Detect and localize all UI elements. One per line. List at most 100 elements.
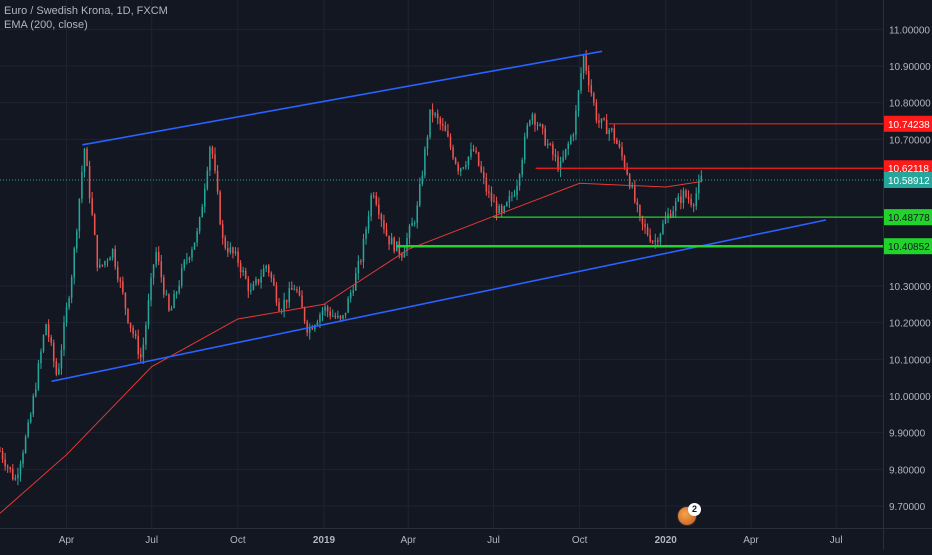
time-tick-label: Apr bbox=[59, 535, 75, 546]
candle-body bbox=[536, 124, 539, 126]
candle-body bbox=[329, 311, 331, 317]
candle-body bbox=[188, 257, 191, 260]
horizontal-levels[interactable] bbox=[0, 123, 883, 248]
candle-body bbox=[416, 205, 418, 223]
candle-body bbox=[180, 268, 183, 286]
candle-body bbox=[283, 299, 285, 311]
candle-body bbox=[426, 137, 429, 149]
price-label-last_price: 10.58912 bbox=[888, 176, 930, 187]
candle-body bbox=[255, 279, 257, 285]
notification-badge[interactable]: 2 bbox=[677, 503, 701, 526]
candle-body bbox=[93, 214, 96, 236]
candle-body bbox=[275, 285, 278, 303]
candle-body bbox=[316, 322, 319, 326]
candle-body bbox=[577, 90, 580, 111]
candle-body bbox=[308, 327, 311, 333]
candle-body bbox=[204, 188, 206, 207]
candle-body bbox=[198, 217, 201, 232]
candle-body bbox=[219, 191, 221, 225]
candle-body bbox=[659, 233, 662, 242]
candle-body bbox=[393, 237, 395, 252]
candle-body bbox=[150, 277, 152, 301]
candle-body bbox=[465, 165, 467, 168]
candle-body bbox=[68, 298, 70, 308]
candle-body bbox=[232, 247, 234, 254]
price-tick-label: 10.10000 bbox=[889, 355, 931, 366]
candle-body bbox=[442, 124, 444, 126]
candle-body bbox=[654, 240, 657, 242]
candle-body bbox=[378, 204, 380, 215]
price-tick-label: 10.70000 bbox=[889, 135, 931, 146]
candle-body bbox=[227, 247, 229, 253]
candle-body bbox=[129, 322, 132, 328]
candle-body bbox=[60, 349, 63, 369]
candle-body bbox=[539, 124, 541, 126]
candle-body bbox=[12, 469, 14, 480]
grid bbox=[0, 0, 883, 528]
candle-body bbox=[687, 196, 690, 200]
candle-body bbox=[488, 191, 490, 193]
indicator-label[interactable]: EMA (200, close) bbox=[4, 19, 88, 31]
candle-body bbox=[493, 201, 495, 203]
candle-body bbox=[65, 307, 68, 323]
candle-body bbox=[334, 315, 337, 318]
price-label-resistance: 10.74238 bbox=[888, 120, 930, 131]
candle-body bbox=[685, 190, 687, 197]
candle-body bbox=[413, 222, 416, 224]
trendlines[interactable] bbox=[51, 50, 827, 383]
candle-body bbox=[109, 257, 111, 261]
candle-body bbox=[37, 363, 40, 390]
candle-body bbox=[347, 298, 349, 313]
candle-body bbox=[321, 310, 324, 315]
candle-body bbox=[421, 175, 424, 185]
candle-body bbox=[242, 270, 244, 273]
price-tick-label: 10.20000 bbox=[889, 319, 931, 330]
symbol-label[interactable]: Euro / Swedish Krona, 1D, FXCM bbox=[4, 5, 168, 17]
candle-body bbox=[452, 147, 454, 159]
candle-body bbox=[96, 235, 99, 268]
candle-body bbox=[278, 302, 280, 312]
candle-body bbox=[664, 218, 667, 224]
candle-body bbox=[634, 185, 636, 202]
price-label-support: 10.48778 bbox=[888, 213, 930, 224]
candle-body bbox=[419, 184, 421, 206]
candle-body bbox=[398, 241, 401, 255]
notification-count: 2 bbox=[688, 503, 701, 516]
candle-body bbox=[193, 242, 196, 250]
candle-body bbox=[621, 146, 623, 157]
candle-body bbox=[140, 354, 142, 358]
candle-body bbox=[636, 201, 639, 206]
candle-body bbox=[580, 73, 582, 91]
candle-body bbox=[296, 289, 298, 291]
candle-body bbox=[434, 113, 436, 116]
candle-body bbox=[401, 254, 403, 258]
candle-body bbox=[605, 119, 608, 134]
candle-body bbox=[459, 168, 462, 172]
candle-body bbox=[119, 279, 122, 282]
candle-body bbox=[155, 251, 157, 265]
candle-body bbox=[114, 248, 116, 267]
candle-body bbox=[582, 55, 585, 74]
candle-body bbox=[152, 264, 155, 278]
candle-body bbox=[552, 144, 554, 155]
candle-body bbox=[355, 273, 357, 291]
candle-body bbox=[475, 150, 477, 153]
candle-body bbox=[644, 224, 646, 228]
candle-body bbox=[385, 228, 388, 236]
candle-body bbox=[99, 264, 101, 268]
candle-body bbox=[262, 268, 265, 277]
candle-body bbox=[649, 234, 651, 242]
candle-body bbox=[250, 289, 252, 292]
time-tick-label: Apr bbox=[743, 535, 759, 546]
candle-body bbox=[24, 436, 27, 453]
candle-body bbox=[91, 198, 93, 215]
candle-body bbox=[291, 288, 293, 290]
candle-body bbox=[244, 270, 247, 279]
candle-body bbox=[564, 148, 567, 158]
time-axis[interactable]: Apr Jul Oct 2019 Apr Jul Oct 2020 Apr Jul bbox=[59, 535, 843, 546]
candle-body bbox=[78, 198, 81, 232]
candle-body bbox=[546, 143, 549, 146]
